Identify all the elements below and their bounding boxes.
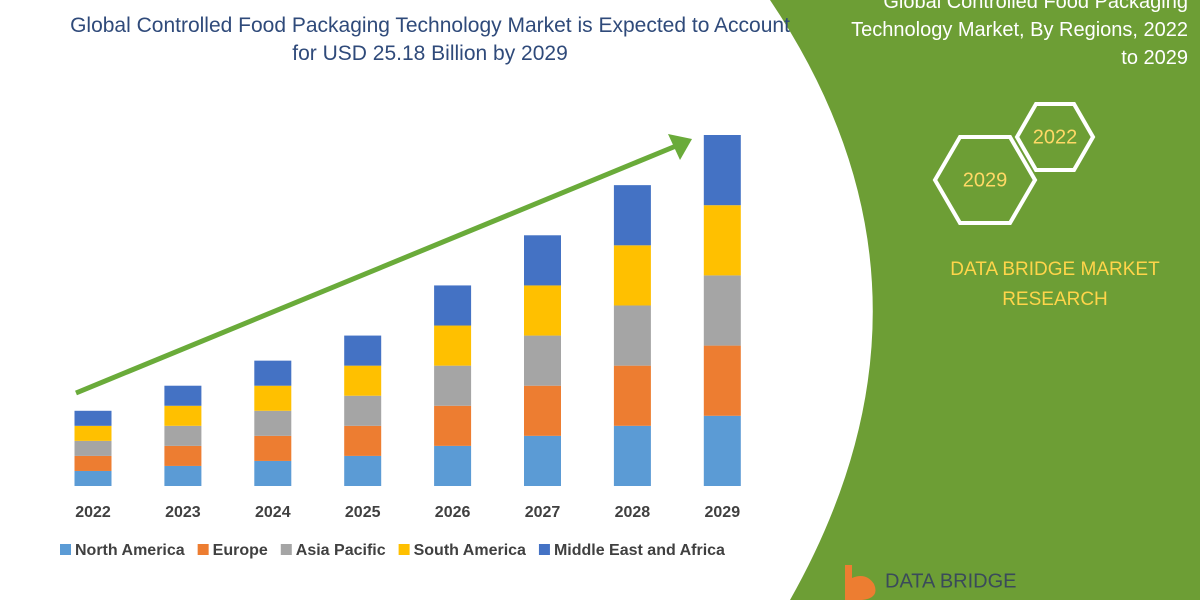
bar-segment	[703, 415, 741, 486]
bar-segment	[613, 245, 651, 306]
logo-icon	[845, 565, 876, 600]
legend-label: Europe	[213, 542, 268, 559]
x-tick-label: 2028	[615, 504, 651, 521]
legend-swatch	[60, 544, 71, 555]
bar-segment	[344, 455, 382, 486]
x-tick-label: 2022	[75, 504, 111, 521]
bar-segment	[74, 410, 112, 426]
side-panel-bg	[770, 0, 1200, 600]
bar-segment	[344, 425, 382, 456]
bar-segment	[524, 335, 561, 386]
trend-arrow	[75, 143, 677, 396]
bar-segment	[434, 445, 472, 486]
bar-segment	[164, 425, 202, 446]
legend-swatch	[280, 544, 292, 555]
bar-segment	[74, 425, 112, 441]
bar-segment	[164, 385, 202, 406]
bar-segment	[613, 305, 651, 366]
legend-label: Asia Pacific	[296, 542, 386, 559]
hexagon-label: 2029	[963, 169, 1008, 191]
bar-segment	[703, 345, 741, 416]
bar-segment	[344, 335, 382, 366]
logo-text: DATA BRIDGE	[885, 570, 1017, 592]
bar-segment	[434, 325, 472, 366]
bar-segment	[254, 410, 292, 436]
x-tick-label: 2024	[255, 504, 291, 521]
legend-label: North America	[75, 542, 185, 559]
legend-swatch	[398, 544, 410, 555]
bar-segment	[254, 360, 292, 386]
bar-segment	[74, 470, 112, 486]
brand: DATA BRIDGE MARKET RESEARCH	[950, 259, 1160, 310]
bar-segment	[254, 385, 292, 411]
bar-segment	[524, 235, 561, 286]
bar-segment	[254, 435, 292, 461]
bar-segment	[613, 185, 651, 246]
bar-segment	[434, 285, 472, 326]
bar-segment	[344, 365, 382, 396]
bar-segment	[703, 135, 741, 206]
bar-segment	[164, 465, 202, 486]
panel-title: Global Controlled Food Packaging Technol…	[851, 0, 1188, 69]
x-tick-label: 2023	[165, 504, 201, 521]
x-tick-label: 2029	[705, 504, 741, 521]
bar-segment	[254, 460, 292, 486]
bar-segment	[524, 435, 561, 486]
hexagon	[932, 135, 1038, 225]
bar-segment	[613, 425, 651, 486]
bar-segment	[344, 395, 382, 426]
hexagon-label: 2022	[1033, 126, 1078, 148]
bar-segment	[74, 440, 112, 456]
bar-segment	[524, 285, 561, 336]
bar-segment	[703, 275, 741, 346]
chart-title: Global Controlled Food Packaging Technol…	[70, 14, 790, 65]
legend-swatch	[197, 544, 209, 555]
x-tick-label: 2025	[345, 504, 381, 521]
bar-segment	[74, 455, 112, 471]
bar-segment	[524, 385, 561, 436]
hexagon	[1014, 102, 1096, 172]
bar-segment	[434, 405, 472, 446]
bar-segment	[613, 365, 651, 426]
x-tick-label: 2026	[435, 504, 471, 521]
legend-label: Middle East and Africa	[554, 542, 725, 559]
bar-segment	[703, 205, 741, 276]
legend-label: South America	[414, 542, 526, 559]
legend-swatch	[538, 544, 550, 555]
bar-segment	[164, 405, 202, 426]
trend-arrow-head	[668, 134, 692, 160]
x-tick-label: 2027	[525, 504, 561, 521]
bar-segment	[434, 365, 472, 406]
bar-segment	[164, 445, 202, 466]
